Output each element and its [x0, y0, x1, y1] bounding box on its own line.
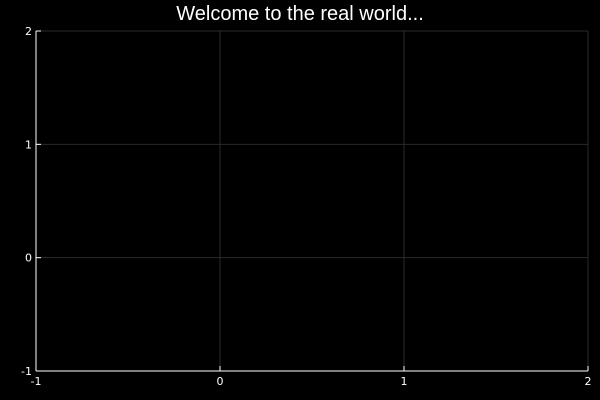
x-tick-label-3: 2: [585, 375, 592, 388]
x-tick-label-1: 0: [217, 375, 224, 388]
tick-labels: -1 0 1 2 -1 0 1 2: [21, 25, 591, 388]
axes: [35, 31, 588, 372]
y-tick-label-1: 0: [25, 252, 32, 265]
y-tick-label-2: 1: [25, 138, 32, 151]
y-tick-label-0: -1: [21, 365, 32, 378]
y-tick-label-3: 2: [25, 25, 32, 38]
x-tick-label-0: -1: [31, 375, 42, 388]
x-tick-label-2: 1: [401, 375, 408, 388]
grid-lines: [35, 30, 589, 372]
tick-marks: [35, 30, 589, 372]
chart-title: Welcome to the real world...: [176, 3, 424, 25]
